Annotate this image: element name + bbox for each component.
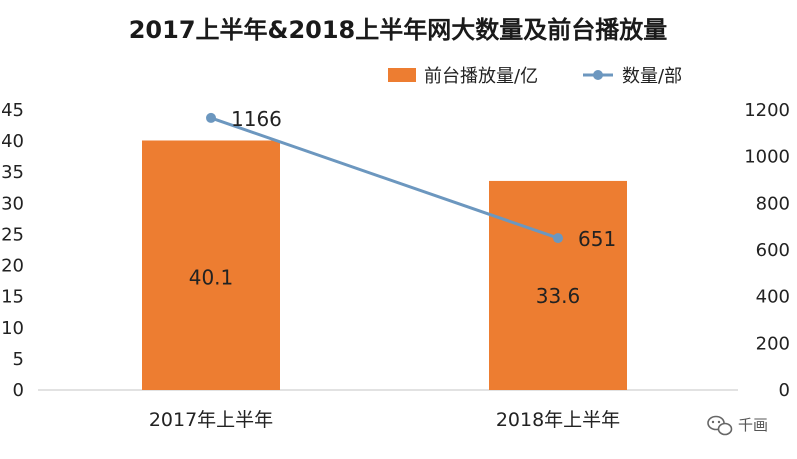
legend-line-marker (593, 70, 603, 80)
bar-series: 40.1 33.6 (142, 140, 627, 390)
left-tick-label: 15 (1, 287, 24, 308)
left-tick-label: 25 (1, 224, 24, 245)
left-tick-label: 10 (1, 318, 24, 339)
right-tick-label: 200 (756, 333, 790, 354)
left-tick-label: 45 (1, 100, 24, 121)
right-tick-label: 0 (779, 380, 790, 401)
right-axis: 0 200 400 600 800 1000 1200 (744, 100, 790, 401)
left-axis: 0 5 10 15 20 25 30 35 40 45 (1, 100, 24, 401)
bar-data-label: 40.1 (189, 266, 234, 290)
wechat-icon (707, 415, 733, 436)
line-point (206, 112, 216, 123)
x-category-label: 2017年上半年 (149, 409, 273, 431)
left-tick-label: 5 (13, 349, 24, 370)
line-data-label: 651 (578, 227, 616, 251)
legend-bar-swatch (388, 68, 416, 82)
right-tick-label: 1200 (744, 100, 790, 121)
legend: 前台播放量/亿 数量/部 (388, 66, 682, 87)
right-tick-label: 400 (756, 287, 790, 308)
line-series: 1166 651 (206, 107, 616, 251)
legend-label-line: 数量/部 (622, 66, 682, 87)
line-data-label: 1166 (231, 107, 282, 131)
left-tick-label: 0 (13, 380, 24, 401)
bar (489, 180, 627, 390)
left-tick-label: 20 (1, 256, 24, 277)
chart-title: 2017上半年&2018上半年网大数量及前台播放量 (129, 16, 668, 44)
watermark: 千画 (707, 415, 768, 436)
right-tick-label: 1000 (744, 147, 790, 168)
watermark-text: 千画 (738, 416, 768, 434)
line-point (553, 233, 563, 244)
x-axis: 2017年上半年 2018年上半年 (149, 409, 620, 431)
left-tick-label: 30 (1, 193, 24, 214)
right-tick-label: 600 (756, 240, 790, 261)
left-tick-label: 40 (1, 131, 24, 152)
bar (142, 140, 280, 390)
line-path (210, 116, 559, 240)
x-category-label: 2018年上半年 (496, 409, 620, 431)
legend-label-bar: 前台播放量/亿 (424, 66, 538, 87)
right-tick-label: 800 (756, 193, 790, 214)
bar-data-label: 33.6 (536, 284, 581, 308)
left-tick-label: 35 (1, 162, 24, 183)
